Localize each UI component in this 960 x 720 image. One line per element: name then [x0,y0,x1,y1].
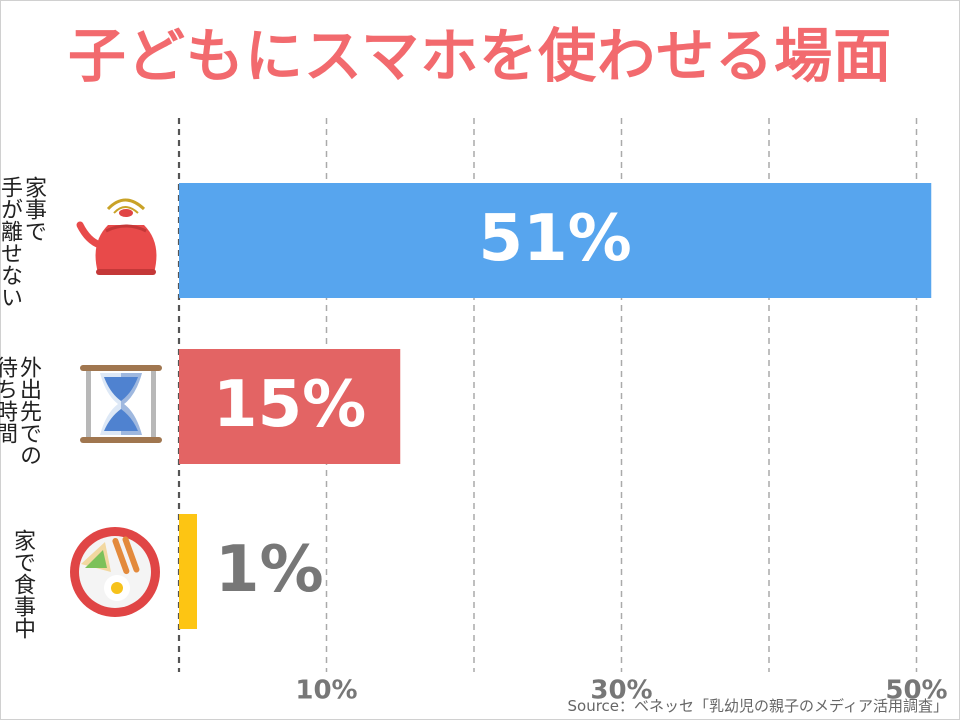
category-label-line: 外出先での [16,356,41,466]
bar-value-label: 1% [215,533,324,607]
bar [179,349,401,464]
category-label-line: 待ち時間 [0,356,17,444]
breakfast-plate-icon [70,527,160,617]
x-tick-label: 10% [295,675,357,705]
bar-value-label: 15% [213,368,366,442]
hourglass-icon [80,365,162,443]
x-tick-labels: 10% 30% 50% [295,675,947,705]
chart-title: 子どもにスマホを使わせる場面 [67,22,893,90]
category-label-2: 外出先での 待ち時間 [0,342,64,472]
bar-value-label: 51% [479,202,632,276]
source-note: Source：ベネッセ「乳幼児の親子のメディア活用調査」 [567,697,948,715]
category-label-line: 家で食事中 [10,529,35,639]
category-label-3: 家で食事中 [10,515,58,639]
bar [179,183,932,298]
bars: 51% 15% 1% [179,183,932,629]
x-tick-label: 50% [885,675,947,705]
bar [179,514,197,629]
category-label-1: 家事で 手が離せない [0,162,69,322]
x-tick-label: 30% [590,675,652,705]
category-label-line: 手が離せない [0,176,22,308]
category-label-line: 家事で [21,176,46,242]
kettle-icon [76,198,157,275]
